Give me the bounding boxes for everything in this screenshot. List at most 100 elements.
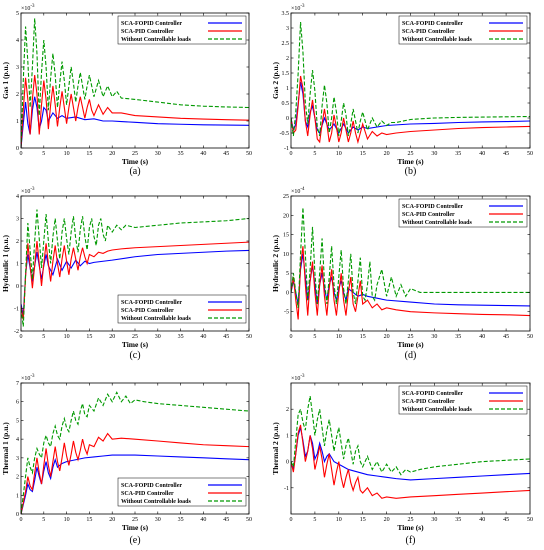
- x-tick-label: 45: [223, 517, 229, 523]
- x-tick-label: 10: [336, 334, 342, 340]
- y-axis-label: Gas 2 (p.u.): [271, 61, 280, 99]
- y-tick-label: 15: [283, 233, 289, 239]
- series-line-3: [291, 396, 530, 476]
- x-tick-label: 10: [64, 151, 70, 157]
- x-tick-label: 50: [527, 151, 533, 157]
- x-tick-label: 35: [455, 151, 461, 157]
- x-tick-label: 40: [479, 151, 485, 157]
- series-line-1: [21, 454, 249, 514]
- x-tick-label: 15: [86, 151, 92, 157]
- panel-caption: (e): [129, 535, 140, 546]
- chart-panel-2: 0 5 10 15 20 25 30 35 40 45 50 -1 -0.5 0 0.5 1 1.5 2 2.5 3 3…: [271, 4, 533, 177]
- y-tick-label: 2: [16, 239, 19, 245]
- y-tick-label: 25: [283, 194, 289, 200]
- x-tick-label: 30: [155, 334, 161, 340]
- x-tick-label: 20: [384, 517, 390, 523]
- y-tick-label: 1: [16, 493, 19, 499]
- x-tick-label: 0: [290, 334, 293, 340]
- series-line-2: [21, 240, 249, 320]
- x-tick-label: 5: [42, 151, 45, 157]
- panel-caption: (b): [405, 166, 417, 177]
- legend-entry-label: SCA-PID Controller: [121, 491, 174, 497]
- legend-entry-label: SCA-PID Controller: [402, 399, 455, 405]
- x-tick-label: 25: [408, 334, 414, 340]
- series-line-2: [21, 432, 249, 514]
- chart-panel-3: 0 5 10 15 20 25 30 35 40 45 50 -2 -1 0 1 2 3 4×10-3 Time (…: [1, 187, 252, 361]
- x-tick-label: 35: [455, 517, 461, 523]
- y-tick-label: 20: [283, 213, 289, 219]
- legend-entry-label: Without Controllable loads: [121, 316, 191, 322]
- y-tick-label: 2: [16, 475, 19, 481]
- x-tick-label: 50: [246, 151, 252, 157]
- x-tick-label: 20: [109, 151, 115, 157]
- legend: SCA-FOPID Controller SCA-PID Controller Wi…: [117, 477, 247, 507]
- y-tick-label: 3: [16, 217, 19, 223]
- y-tick-label: 5: [286, 271, 289, 277]
- x-tick-label: 30: [431, 334, 437, 340]
- legend: SCA-FOPID Controller SCA-PID Controller Wi…: [117, 294, 247, 324]
- x-tick-label: 40: [479, 517, 485, 523]
- x-tick-label: 5: [42, 517, 45, 523]
- series-line-3: [21, 209, 249, 327]
- y-tick-label: 0: [16, 146, 19, 152]
- y-tick-label: -2: [14, 329, 19, 335]
- chart-panel-4: 0 5 10 15 20 25 30 35 40 45 50-50510152025×10-4Tim…: [271, 187, 533, 361]
- axis-exponent: ×10-3: [21, 374, 35, 382]
- x-tick-label: 25: [132, 334, 138, 340]
- legend: SCA-FOPID Controller SCA-PID Controller Wi…: [398, 15, 528, 45]
- x-tick-label: 40: [200, 517, 206, 523]
- y-tick-label: 0.5: [282, 101, 290, 107]
- axis-exponent: ×10-3: [291, 374, 305, 382]
- series-line-2: [291, 75, 530, 145]
- x-tick-label: 45: [503, 151, 509, 157]
- y-tick-label: 1: [16, 262, 19, 268]
- y-tick-label: 0: [16, 512, 19, 518]
- x-axis-label: Time (s): [397, 157, 424, 166]
- series-line-2: [291, 246, 530, 320]
- x-tick-label: 30: [431, 151, 437, 157]
- y-axis-label: Hydraulic 2 (p.u.): [271, 234, 280, 292]
- y-tick-label: 2: [286, 407, 289, 413]
- y-axis-label: Thermal 2 (p.u.): [271, 422, 280, 475]
- axis-exponent: ×10-3: [21, 4, 35, 12]
- x-tick-label: 0: [20, 334, 23, 340]
- axis-exponent: ×10-3: [21, 187, 35, 195]
- series-line-2: [291, 424, 530, 499]
- x-tick-label: 5: [313, 334, 316, 340]
- y-tick-label: -0.5: [280, 131, 290, 137]
- panel-caption: (c): [129, 350, 140, 361]
- y-tick-label: 4: [16, 437, 19, 443]
- y-tick-label: 3: [16, 456, 19, 462]
- y-tick-label: -1: [284, 146, 289, 152]
- x-tick-label: 25: [408, 517, 414, 523]
- axis-exponent: ×10-3: [291, 4, 305, 12]
- y-tick-label: 4: [16, 38, 19, 44]
- y-tick-label: 1.5: [282, 71, 290, 77]
- legend-entry-label: Without Controllable loads: [402, 407, 472, 413]
- series-line-3: [21, 18, 249, 148]
- x-axis-label: Time (s): [122, 340, 149, 349]
- legend-entry-label: SCA-FOPID Controller: [402, 21, 463, 27]
- x-tick-label: 10: [64, 334, 70, 340]
- x-tick-label: 10: [336, 151, 342, 157]
- legend-entry-label: SCA-PID Controller: [121, 29, 174, 35]
- y-tick-label: 5: [16, 11, 19, 17]
- y-tick-label: 1: [286, 433, 289, 439]
- x-tick-label: 5: [42, 334, 45, 340]
- y-tick-label: 0: [286, 460, 289, 466]
- x-tick-label: 35: [178, 517, 184, 523]
- legend-entry-label: SCA-PID Controller: [402, 212, 455, 218]
- y-tick-label: -1: [284, 486, 289, 492]
- x-tick-label: 20: [109, 517, 115, 523]
- x-tick-label: 0: [290, 517, 293, 523]
- x-tick-label: 50: [527, 517, 533, 523]
- x-tick-label: 50: [246, 334, 252, 340]
- x-tick-label: 25: [132, 151, 138, 157]
- x-tick-label: 5: [313, 151, 316, 157]
- y-axis-label: Thermal 1 (p.u.): [1, 422, 10, 475]
- x-tick-label: 50: [527, 334, 533, 340]
- x-tick-label: 30: [155, 151, 161, 157]
- x-axis-label: Time (s): [397, 340, 424, 349]
